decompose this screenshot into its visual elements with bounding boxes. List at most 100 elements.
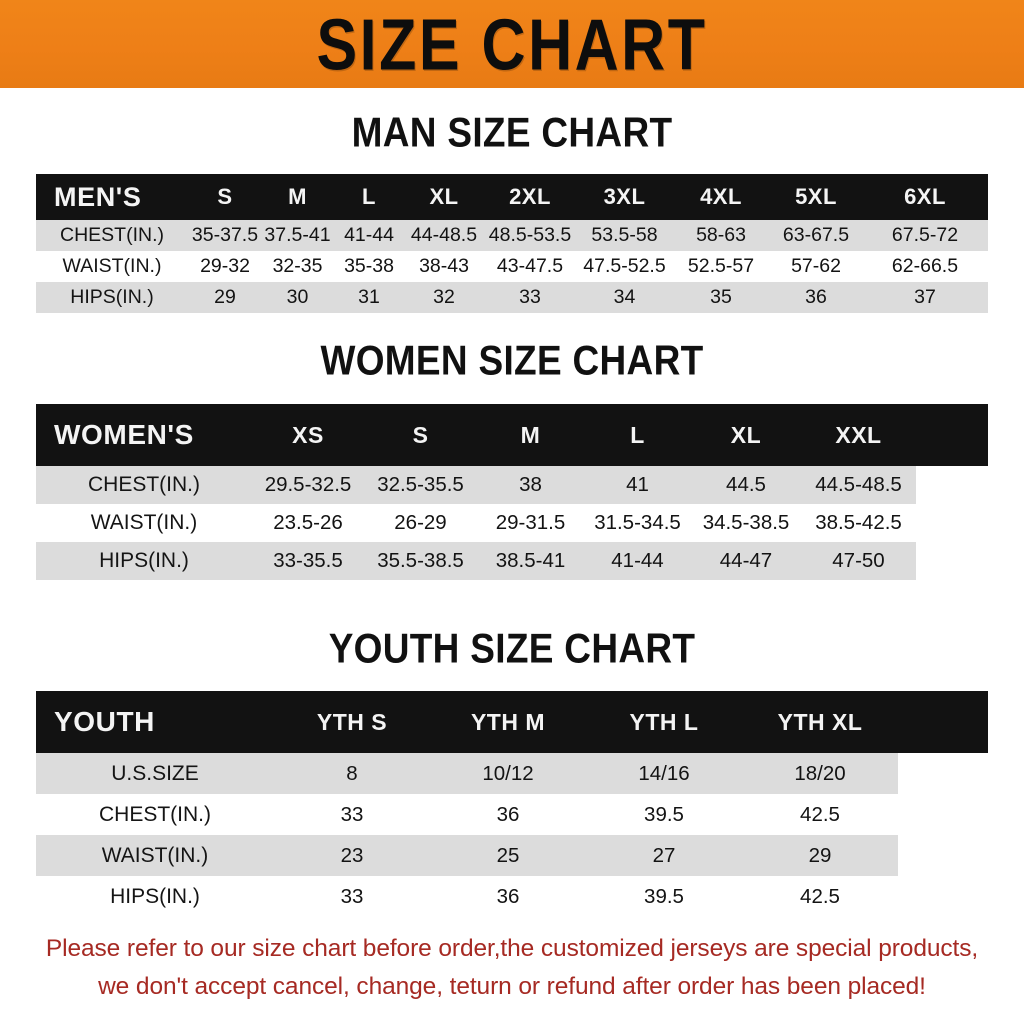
- women-chest-l: 41: [626, 473, 649, 496]
- table-row: WAIST(IN.) 29-32 32-35 35-38 38-43 43-47…: [36, 251, 988, 282]
- women-row-spacer: [916, 504, 988, 542]
- men-chest-s: 35-37.5: [191, 224, 259, 246]
- table-row: CHEST(IN.) 35-37.5 37.5-41 41-44 44-48.5…: [36, 220, 988, 251]
- women-chest-xxl: 44.5-48.5: [815, 473, 902, 496]
- women-waist-xxl: 38.5-42.5: [815, 511, 902, 534]
- women-hips-m: 38.5-41: [495, 549, 566, 572]
- men-hips-6xl: 37: [914, 286, 936, 308]
- men-waist-m: 32-35: [272, 255, 323, 277]
- youth-ussize-l: 14/16: [638, 761, 690, 785]
- men-col-header-l: L: [362, 184, 376, 209]
- men-corner-label: MEN'S: [54, 181, 142, 212]
- women-col-header-xs: XS: [292, 421, 324, 448]
- table-row: U.S.SIZE 8 10/12 14/16 18/20: [36, 753, 988, 794]
- men-hips-s: 29: [214, 286, 236, 308]
- men-col-header-5xl: 5XL: [795, 184, 837, 209]
- women-waist-xl: 34.5-38.5: [702, 511, 790, 534]
- women-hips-xl: 44-47: [719, 549, 773, 572]
- youth-chest-m: 36: [496, 802, 520, 826]
- men-chest-xl: 44-48.5: [410, 224, 478, 246]
- youth-col-header-l: YTH L: [629, 708, 699, 735]
- youth-hips-m: 36: [496, 884, 520, 908]
- women-col-header-xl: XL: [730, 421, 762, 448]
- women-corner-label: WOMEN'S: [54, 419, 194, 450]
- men-hips-xl: 32: [433, 286, 455, 308]
- women-chest-xs: 29.5-32.5: [264, 473, 352, 496]
- women-row-spacer: [916, 542, 988, 580]
- men-hips-2xl: 33: [519, 286, 541, 308]
- table-row: CHEST(IN.) 29.5-32.5 32.5-35.5 38 41 44.…: [36, 466, 988, 504]
- women-header-row: WOMEN'S XS S M L XL XXL: [36, 404, 988, 466]
- youth-size-table: YOUTH YTH S YTH M YTH L YTH XL U.S.SIZE …: [36, 691, 988, 917]
- men-waist-5xl: 57-62: [791, 255, 841, 277]
- women-row-label-chest: CHEST(IN.): [88, 473, 200, 496]
- men-col-header-6xl: 6XL: [904, 184, 946, 209]
- women-waist-m: 29-31.5: [495, 511, 566, 534]
- youth-row-spacer: [898, 794, 988, 835]
- table-row: CHEST(IN.) 33 36 39.5 42.5: [36, 794, 988, 835]
- women-row-spacer: [916, 466, 988, 504]
- youth-col-header-xl: YTH XL: [777, 708, 863, 735]
- section-title-man: MAN SIZE CHART: [351, 109, 673, 156]
- men-chest-l: 41-44: [344, 224, 394, 246]
- page-title: SIZE CHART: [316, 4, 708, 85]
- youth-col-header-s: YTH S: [316, 708, 388, 735]
- men-waist-s: 29-32: [200, 255, 250, 277]
- women-waist-xs: 23.5-26: [273, 511, 343, 534]
- women-waist-s: 26-29: [394, 511, 447, 534]
- men-hips-4xl: 35: [710, 286, 732, 308]
- youth-col-header-m: YTH M: [470, 708, 546, 735]
- men-hips-l: 31: [358, 286, 380, 308]
- men-col-header-xl: XL: [429, 184, 459, 209]
- youth-row-spacer: [898, 876, 988, 917]
- women-chest-xl: 44.5: [726, 473, 766, 496]
- men-chest-4xl: 58-63: [696, 224, 746, 246]
- women-chest-m: 38: [519, 473, 542, 496]
- youth-chest-xl: 42.5: [800, 802, 840, 826]
- men-waist-4xl: 52.5-57: [687, 255, 755, 277]
- table-row: HIPS(IN.) 33-35.5 35.5-38.5 38.5-41 41-4…: [36, 542, 988, 580]
- men-size-table: MEN'S S M L XL 2XL 3XL 4XL 5XL 6XL CHEST…: [36, 174, 988, 313]
- men-row-label-hips: HIPS(IN.): [70, 286, 154, 308]
- men-hips-m: 30: [286, 286, 309, 308]
- youth-row-spacer: [898, 753, 988, 794]
- men-waist-6xl: 62-66.5: [891, 255, 959, 277]
- table-row: HIPS(IN.) 29 30 31 32 33 34 35 36 37: [36, 282, 988, 313]
- men-header-row: MEN'S S M L XL 2XL 3XL 4XL 5XL 6XL: [36, 174, 988, 220]
- youth-row-spacer: [898, 835, 988, 876]
- women-col-header-xxl: XXL: [835, 421, 882, 448]
- women-hips-l: 41-44: [611, 549, 664, 572]
- men-waist-l: 35-38: [344, 255, 394, 277]
- youth-waist-xl: 29: [808, 843, 832, 867]
- women-col-header-l: L: [630, 421, 645, 448]
- women-chest-s: 32.5-35.5: [377, 473, 464, 496]
- footer-disclaimer: Please refer to our size chart before or…: [0, 930, 1024, 1006]
- men-row-label-waist: WAIST(IN.): [62, 255, 162, 277]
- women-waist-l: 31.5-34.5: [594, 511, 681, 534]
- women-col-header-m: M: [520, 421, 541, 448]
- youth-row-label-hips: HIPS(IN.): [110, 884, 200, 908]
- table-row: WAIST(IN.) 23 25 27 29: [36, 835, 988, 876]
- men-col-header-s: S: [217, 184, 233, 209]
- youth-row-label-chest: CHEST(IN.): [99, 802, 211, 826]
- footer-line-1: Please refer to our size chart before or…: [45, 935, 979, 962]
- page-banner: SIZE CHART: [0, 0, 1024, 88]
- men-col-header-3xl: 3XL: [603, 184, 646, 209]
- men-row-label-chest: CHEST(IN.): [60, 224, 164, 246]
- youth-corner-label: YOUTH: [54, 706, 155, 737]
- men-col-header-4xl: 4XL: [700, 184, 742, 209]
- youth-header-row: YOUTH YTH S YTH M YTH L YTH XL: [36, 691, 988, 753]
- youth-hips-l: 39.5: [644, 884, 684, 908]
- youth-waist-s: 23: [340, 843, 364, 867]
- men-col-header-2xl: 2XL: [509, 184, 551, 209]
- men-chest-3xl: 53.5-58: [591, 224, 658, 246]
- youth-waist-m: 25: [496, 843, 520, 867]
- youth-header-spacer: [898, 691, 988, 753]
- men-chest-6xl: 67.5-72: [891, 224, 959, 246]
- women-header-spacer: [916, 404, 988, 466]
- youth-ussize-m: 10/12: [482, 761, 534, 785]
- men-waist-2xl: 43-47.5: [496, 255, 564, 277]
- men-hips-3xl: 34: [613, 286, 636, 308]
- women-hips-xs: 33-35.5: [273, 549, 343, 572]
